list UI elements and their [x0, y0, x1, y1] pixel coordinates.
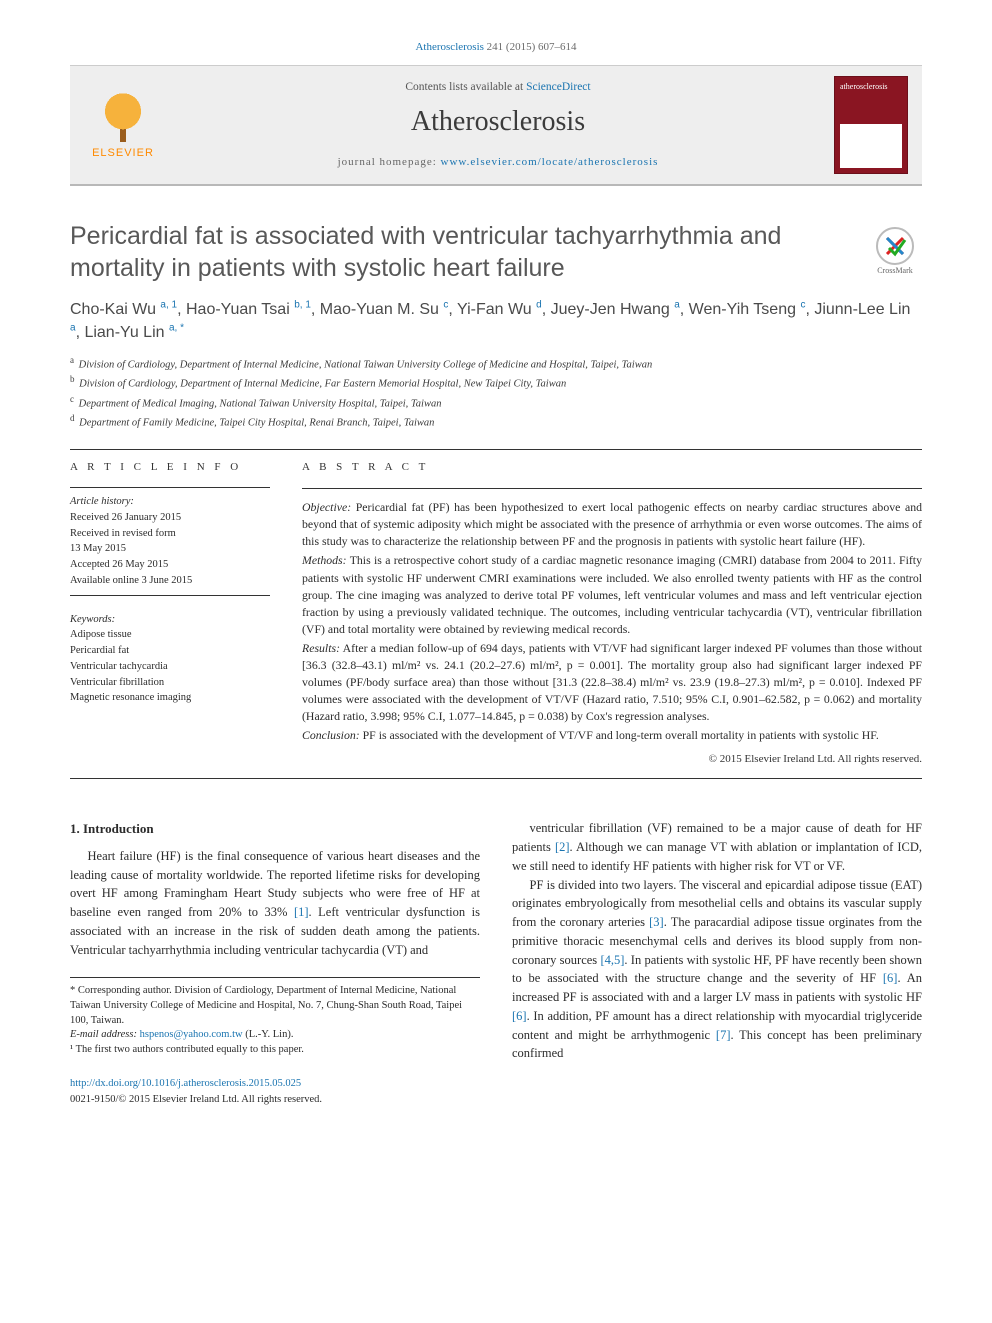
- abstract-end-rule: [70, 778, 922, 779]
- ref-link[interactable]: [6]: [883, 971, 898, 985]
- abstract-column: A B S T R A C T Objective: Pericardial f…: [302, 460, 922, 768]
- citation-journal-link[interactable]: Atherosclerosis: [415, 41, 483, 53]
- ref-link[interactable]: [2]: [555, 840, 570, 854]
- equal-contribution-note: ¹ The first two authors contributed equa…: [70, 1043, 480, 1058]
- email-link[interactable]: hspenos@yahoo.com.tw: [140, 1029, 243, 1040]
- elsevier-wordmark: ELSEVIER: [92, 146, 154, 161]
- citation-line: Atherosclerosis 241 (2015) 607–614: [70, 40, 922, 55]
- ref-link[interactable]: [4,5]: [600, 953, 624, 967]
- ref-link[interactable]: [3]: [649, 915, 664, 929]
- abstract-objective: Pericardial fat (PF) has been hypothesiz…: [302, 500, 922, 548]
- abstract-results: After a median follow-up of 694 days, pa…: [302, 641, 922, 723]
- section-rule: [70, 449, 922, 450]
- doi-block: http://dx.doi.org/10.1016/j.atherosclero…: [70, 1076, 480, 1108]
- keywords-heading: Keywords:: [70, 612, 270, 628]
- intro-para-2: ventricular fibrillation (VF) remained t…: [512, 819, 922, 875]
- crossmark-label: CrossMark: [877, 266, 913, 277]
- abstract-methods: This is a retrospective cohort study of …: [302, 553, 922, 635]
- ref-link[interactable]: [1]: [294, 905, 309, 919]
- journal-homepage-link[interactable]: www.elsevier.com/locate/atherosclerosis: [441, 156, 659, 168]
- citation-vol: 241 (2015) 607–614: [484, 41, 577, 53]
- crossmark-icon: [875, 226, 915, 266]
- authors-line: Cho-Kai Wu a, 1, Hao-Yuan Tsai b, 1, Mao…: [70, 298, 922, 344]
- journal-cover-thumbnail[interactable]: atherosclerosis: [834, 76, 908, 174]
- body-column-left: 1. Introduction Heart failure (HF) is th…: [70, 819, 480, 1107]
- doi-link[interactable]: http://dx.doi.org/10.1016/j.atherosclero…: [70, 1078, 301, 1089]
- corresponding-author-note: * Corresponding author. Division of Card…: [70, 984, 480, 1028]
- history-list: Received 26 January 2015Received in revi…: [70, 510, 270, 589]
- footnotes-block: * Corresponding author. Division of Card…: [70, 977, 480, 1057]
- body-column-right: ventricular fibrillation (VF) remained t…: [512, 819, 922, 1107]
- body-two-columns: 1. Introduction Heart failure (HF) is th…: [70, 819, 922, 1107]
- cover-title-text: atherosclerosis: [840, 82, 888, 93]
- abstract-conclusion: PF is associated with the development of…: [363, 728, 879, 742]
- abstract-heading: A B S T R A C T: [302, 460, 922, 476]
- sciencedirect-link[interactable]: ScienceDirect: [526, 81, 591, 93]
- journal-homepage-line: journal homepage: www.elsevier.com/locat…: [162, 155, 834, 170]
- email-line: E-mail address: hspenos@yahoo.com.tw (L.…: [70, 1028, 480, 1043]
- ref-link[interactable]: [7]: [716, 1028, 731, 1042]
- contents-available-line: Contents lists available at ScienceDirec…: [162, 80, 834, 96]
- keywords-list: Adipose tissuePericardial fatVentricular…: [70, 627, 270, 706]
- intro-para-3: PF is divided into two layers. The visce…: [512, 876, 922, 1064]
- elsevier-tree-icon: [95, 88, 151, 144]
- section-1-heading: 1. Introduction: [70, 819, 480, 839]
- journal-name: Atherosclerosis: [162, 103, 834, 141]
- issn-copyright: 0021-9150/© 2015 Elsevier Ireland Ltd. A…: [70, 1094, 322, 1105]
- article-info-heading: A R T I C L E I N F O: [70, 460, 270, 475]
- intro-para-1: Heart failure (HF) is the final conseque…: [70, 847, 480, 960]
- crossmark-badge[interactable]: CrossMark: [868, 226, 922, 277]
- elsevier-logo[interactable]: ELSEVIER: [84, 88, 162, 161]
- header-banner: ELSEVIER Contents lists available at Sci…: [70, 65, 922, 186]
- affiliations-block: a Division of Cardiology, Department of …: [70, 354, 922, 431]
- copyright-line: © 2015 Elsevier Ireland Ltd. All rights …: [302, 752, 922, 768]
- article-title: Pericardial fat is associated with ventr…: [70, 220, 848, 284]
- ref-link[interactable]: [6]: [512, 1009, 527, 1023]
- history-heading: Article history:: [70, 494, 270, 510]
- article-info-column: A R T I C L E I N F O Article history: R…: [70, 460, 270, 768]
